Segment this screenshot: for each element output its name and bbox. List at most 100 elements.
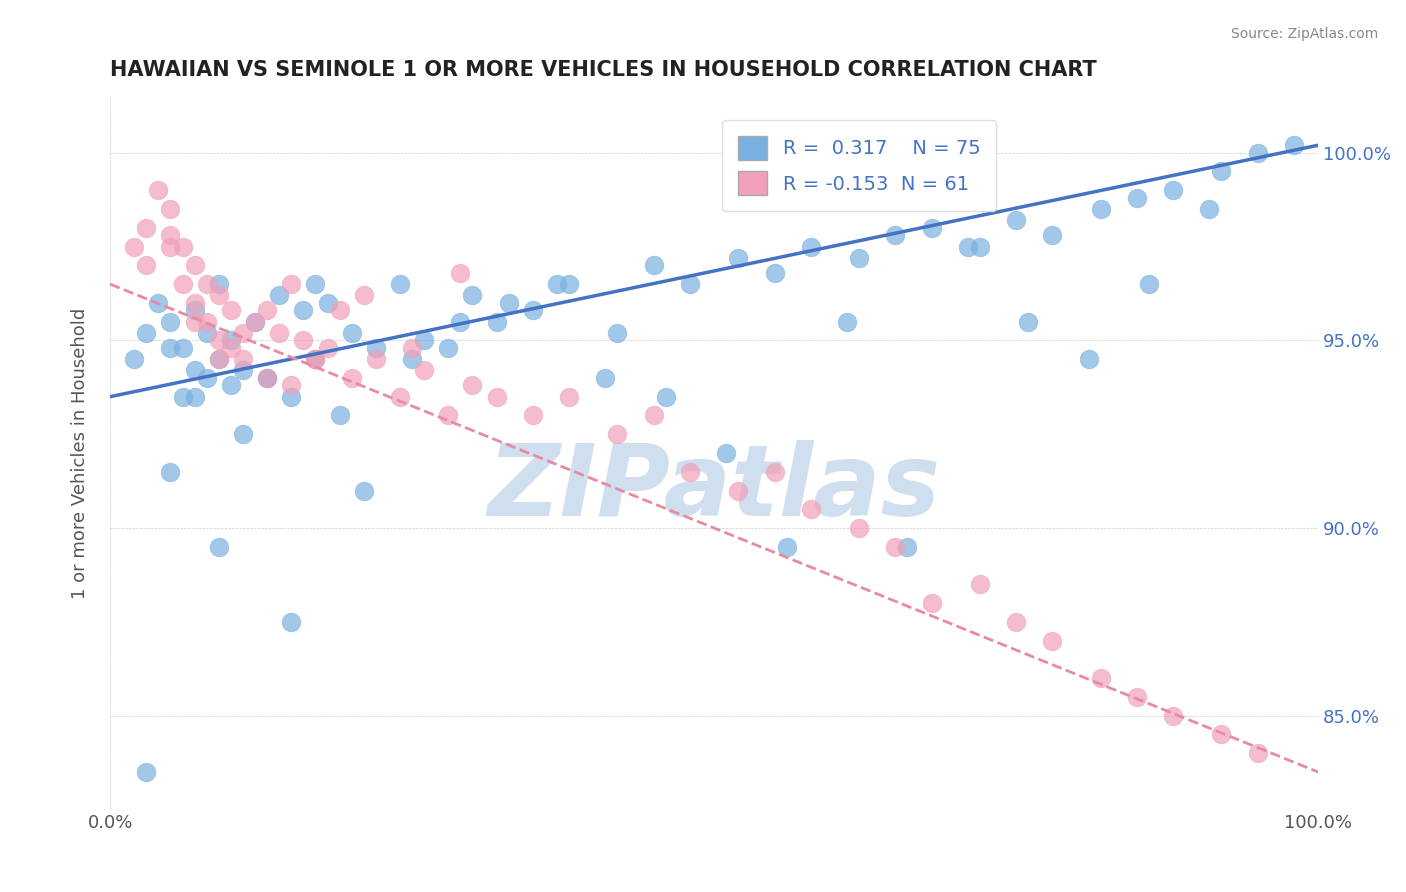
- Point: [269, 288, 291, 302]
- Point: [183, 390, 205, 404]
- Point: [353, 288, 375, 302]
- Point: [208, 352, 231, 367]
- Point: [340, 371, 363, 385]
- Point: [183, 296, 205, 310]
- Point: [956, 239, 979, 253]
- Point: [727, 483, 749, 498]
- Point: [485, 315, 508, 329]
- Point: [848, 251, 870, 265]
- Point: [304, 277, 326, 291]
- Point: [256, 303, 278, 318]
- Point: [1040, 228, 1063, 243]
- Point: [148, 296, 170, 310]
- Point: [595, 371, 617, 385]
- Point: [763, 465, 786, 479]
- Point: [800, 239, 823, 253]
- Point: [1126, 191, 1149, 205]
- Point: [316, 296, 339, 310]
- Point: [679, 465, 702, 479]
- Point: [232, 326, 254, 340]
- Point: [679, 277, 702, 291]
- Point: [800, 502, 823, 516]
- Point: [655, 390, 678, 404]
- Point: [135, 258, 157, 272]
- Point: [135, 764, 157, 779]
- Point: [389, 277, 412, 291]
- Point: [1161, 183, 1184, 197]
- Point: [353, 483, 375, 498]
- Point: [1090, 671, 1112, 685]
- Point: [413, 363, 436, 377]
- Point: [243, 315, 266, 329]
- Point: [643, 409, 665, 423]
- Point: [159, 315, 181, 329]
- Point: [1198, 202, 1220, 216]
- Point: [340, 326, 363, 340]
- Text: HAWAIIAN VS SEMINOLE 1 OR MORE VEHICLES IN HOUSEHOLD CORRELATION CHART: HAWAIIAN VS SEMINOLE 1 OR MORE VEHICLES …: [110, 60, 1097, 79]
- Point: [1005, 213, 1028, 227]
- Point: [269, 326, 291, 340]
- Point: [208, 288, 231, 302]
- Point: [135, 326, 157, 340]
- Point: [1211, 164, 1233, 178]
- Point: [1211, 727, 1233, 741]
- Point: [195, 315, 218, 329]
- Point: [401, 352, 423, 367]
- Point: [219, 378, 242, 392]
- Point: [135, 220, 157, 235]
- Point: [364, 352, 387, 367]
- Point: [122, 239, 145, 253]
- Point: [256, 371, 278, 385]
- Point: [1005, 615, 1028, 629]
- Point: [449, 266, 471, 280]
- Point: [1161, 708, 1184, 723]
- Point: [1017, 315, 1039, 329]
- Point: [243, 315, 266, 329]
- Point: [896, 540, 918, 554]
- Point: [172, 277, 194, 291]
- Point: [183, 315, 205, 329]
- Point: [522, 409, 544, 423]
- Point: [329, 303, 352, 318]
- Point: [159, 202, 181, 216]
- Point: [208, 334, 231, 348]
- Point: [256, 371, 278, 385]
- Point: [232, 352, 254, 367]
- Point: [304, 352, 326, 367]
- Point: [280, 390, 302, 404]
- Point: [714, 446, 737, 460]
- Point: [232, 363, 254, 377]
- Point: [183, 303, 205, 318]
- Point: [1090, 202, 1112, 216]
- Point: [304, 352, 326, 367]
- Point: [280, 378, 302, 392]
- Point: [763, 266, 786, 280]
- Point: [219, 341, 242, 355]
- Point: [219, 303, 242, 318]
- Point: [437, 341, 460, 355]
- Point: [148, 183, 170, 197]
- Point: [159, 228, 181, 243]
- Point: [292, 334, 315, 348]
- Point: [159, 341, 181, 355]
- Point: [195, 277, 218, 291]
- Point: [485, 390, 508, 404]
- Point: [546, 277, 568, 291]
- Point: [437, 409, 460, 423]
- Point: [256, 371, 278, 385]
- Point: [195, 326, 218, 340]
- Legend: R =  0.317    N = 75, R = -0.153  N = 61: R = 0.317 N = 75, R = -0.153 N = 61: [723, 120, 995, 211]
- Point: [172, 390, 194, 404]
- Point: [1247, 746, 1270, 760]
- Point: [461, 288, 484, 302]
- Point: [1077, 352, 1099, 367]
- Point: [208, 352, 231, 367]
- Point: [1126, 690, 1149, 704]
- Point: [159, 239, 181, 253]
- Point: [219, 334, 242, 348]
- Point: [1137, 277, 1160, 291]
- Point: [643, 258, 665, 272]
- Point: [775, 540, 797, 554]
- Point: [316, 341, 339, 355]
- Point: [1247, 145, 1270, 160]
